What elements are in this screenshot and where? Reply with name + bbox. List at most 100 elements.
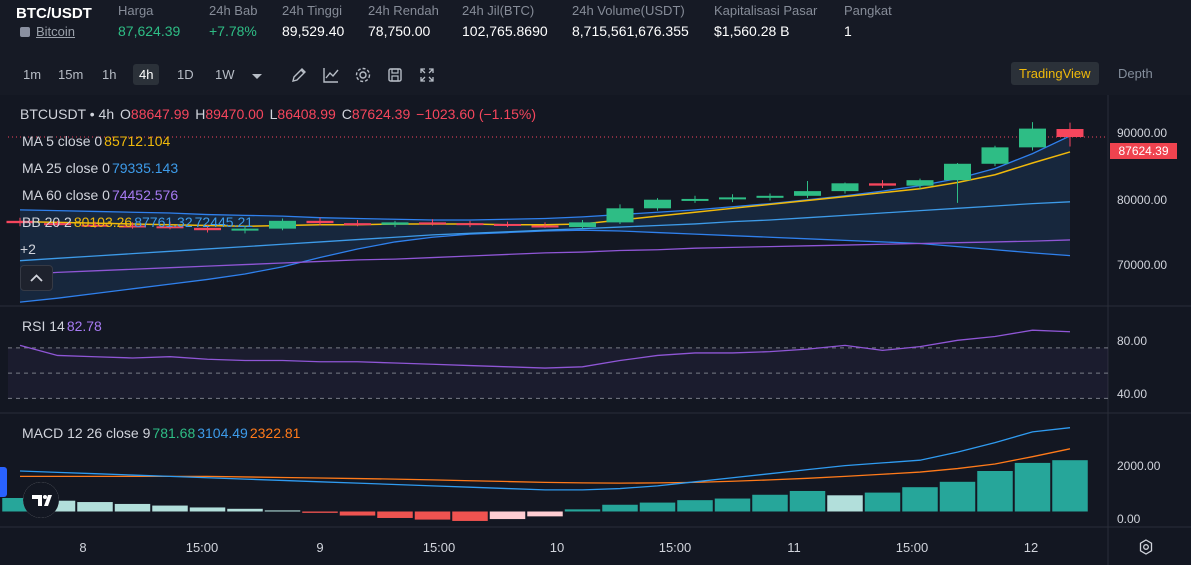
settings-gear-icon[interactable] (354, 66, 372, 84)
candle-body (644, 199, 671, 209)
macd-histogram-bar (264, 510, 301, 512)
macd-histogram-bar (77, 502, 113, 512)
candle-body (569, 222, 596, 228)
tf-1m[interactable]: 1m (23, 67, 42, 82)
macd-histogram-bar (977, 471, 1013, 512)
price-tick: 90000.00 (1117, 126, 1168, 140)
stat-high: 24h Tinggi 89,529.40 (282, 3, 345, 39)
candle-body (156, 226, 184, 229)
time-tick: 15:00 (895, 540, 929, 555)
macd-histogram-bar (827, 495, 863, 512)
macd-histogram-bar (227, 508, 263, 512)
rsi-line (19, 329, 1071, 369)
macd-tick: 2000.00 (1117, 459, 1161, 473)
candle-body (231, 228, 259, 231)
pair-title: BTC/USDT (16, 5, 92, 22)
chart-toolbar: 1m 15m 1h 4h 1D 1W TradingView Depth (0, 58, 1191, 90)
tf-4h[interactable]: 4h (133, 64, 160, 85)
candle-body (1019, 128, 1046, 148)
macd-tick: 0.00 (1117, 512, 1141, 526)
fullscreen-icon[interactable] (418, 66, 436, 84)
macd-histogram-bar (752, 494, 788, 512)
macd-histogram-bar (677, 500, 713, 512)
macd-histogram-bar (189, 507, 226, 512)
macd-histogram-bar (564, 509, 601, 512)
macd-histogram-bar (864, 492, 901, 512)
macd-line (19, 427, 1071, 491)
macd-histogram-bar (714, 498, 751, 512)
price-tick: 70000.00 (1117, 258, 1168, 272)
candle-body (419, 222, 446, 225)
side-panel-handle[interactable] (0, 467, 7, 497)
indicators-icon[interactable] (322, 66, 340, 84)
macd-histogram-bar (414, 511, 451, 520)
macd-histogram-bar (114, 503, 151, 512)
time-tick: 15:00 (185, 540, 219, 555)
candle-body (44, 223, 71, 226)
time-tick: 8 (79, 540, 87, 555)
chevron-down-icon[interactable] (248, 68, 266, 86)
macd-histogram-bar (152, 505, 188, 512)
candle-body (831, 183, 859, 192)
candle-body (981, 147, 1009, 164)
tf-1w[interactable]: 1W (215, 67, 235, 82)
macd-histogram-bar (377, 511, 413, 518)
bb-legend: BB 20 2 80103.26 87761.32 72445.21 (22, 214, 254, 230)
tf-1d[interactable]: 1D (177, 67, 194, 82)
coin-link[interactable]: Bitcoin (20, 24, 75, 39)
time-tick: 12 (1023, 540, 1039, 555)
save-icon[interactable] (386, 66, 404, 84)
ohlc-legend: BTCUSDT • 4h O88647.99 H89470.00 L86408.… (20, 106, 537, 122)
ma60-legend: MA 60 close 0 74452.576 (22, 187, 179, 203)
candle-body (494, 223, 521, 226)
time-tick: 15:00 (422, 540, 456, 555)
candle-body (381, 222, 409, 225)
market-header: BTC/USDT Bitcoin Harga 87,624.39 24h Bab +… (0, 0, 1191, 46)
macd-histogram-bar (602, 504, 638, 512)
stat-rank: Pangkat 1 (844, 3, 892, 39)
macd-histogram-bar (639, 502, 676, 512)
candle-body (306, 220, 334, 224)
price-tick: 80000.00 (1117, 193, 1168, 207)
collapse-legend-button[interactable] (20, 265, 53, 291)
macd-histogram-bar (452, 511, 488, 521)
candle-body (269, 220, 296, 229)
macd-histogram-bar (789, 490, 826, 512)
chart-settings-icon[interactable] (1138, 539, 1154, 555)
stat-market-cap: Kapitalisasi Pasar $1,560.28 B (714, 3, 818, 39)
candle-body (944, 163, 971, 181)
macd-histogram-bar (339, 511, 376, 516)
candle-body (906, 180, 934, 186)
tf-1h[interactable]: 1h (102, 67, 117, 82)
view-tradingview-button[interactable]: TradingView (1011, 62, 1099, 85)
candle-body (531, 225, 559, 228)
stat-volume-btc: 24h Jil(BTC) 102,765.8690 (462, 3, 548, 39)
draw-pencil-icon[interactable] (290, 66, 308, 84)
time-tick: 15:00 (658, 540, 692, 555)
tradingview-logo-icon (23, 482, 59, 518)
current-price-tag: 87624.39 (1110, 143, 1177, 159)
bollinger-upper-line (19, 135, 1071, 221)
tf-15m[interactable]: 15m (58, 67, 84, 82)
bollinger-lower-line (19, 229, 1071, 303)
view-depth-button[interactable]: Depth (1118, 66, 1153, 81)
stat-volume-usdt: 24h Volume(USDT) 8,715,561,676.355 (572, 3, 689, 39)
tradingview-logo[interactable] (23, 482, 59, 518)
time-tick: 9 (316, 540, 324, 555)
chart-area[interactable]: BTCUSDT • 4h O88647.99 H89470.00 L86408.… (0, 95, 1191, 565)
macd-histogram-bar (1052, 460, 1088, 512)
macd-histogram-bar (302, 511, 338, 513)
chart-canvas[interactable] (0, 95, 1191, 565)
candle-body (456, 223, 484, 226)
stat-change: 24h Bab +7.78% (209, 3, 258, 39)
candle-body (681, 198, 709, 201)
more-indicators[interactable]: +2 (20, 241, 36, 257)
candle-body (606, 208, 634, 223)
coin-icon (20, 27, 30, 37)
candle-body (869, 183, 896, 186)
macd-histogram-bar (902, 487, 938, 512)
stat-price: Harga 87,624.39 (118, 3, 181, 39)
rsi-legend: RSI 14 82.78 (22, 318, 102, 334)
stat-low: 24h Rendah 78,750.00 (368, 3, 439, 39)
candle-body (794, 191, 821, 196)
